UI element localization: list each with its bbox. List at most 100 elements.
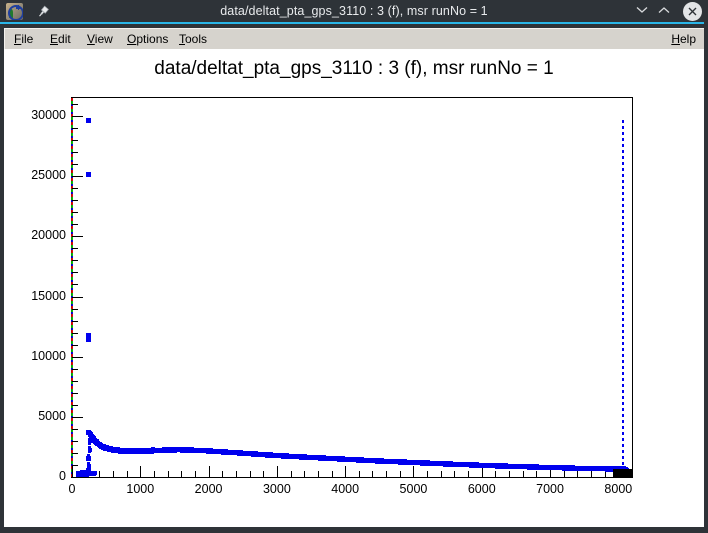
x-minor-tick [181, 471, 183, 477]
menu-item-edit[interactable]: Edit [50, 32, 71, 46]
data-point [87, 448, 91, 453]
x-major-tick [276, 466, 278, 477]
x-major-tick [208, 466, 210, 477]
x-minor-tick [358, 471, 360, 477]
y-tick-label: 15000 [31, 288, 66, 303]
menu-item-help[interactable]: Help [671, 32, 696, 46]
y-tick-label: 25000 [31, 168, 66, 183]
y-major-tick [72, 477, 83, 478]
x-minor-tick [468, 471, 470, 477]
y-minor-tick [72, 200, 78, 202]
x-minor-tick [304, 471, 306, 477]
y-minor-tick [72, 428, 78, 430]
x-minor-tick [331, 471, 333, 477]
x-minor-tick [454, 471, 456, 477]
window-title: data/deltat_pta_gps_3110 : 3 (f), msr ru… [220, 4, 488, 18]
data-points-layer [72, 98, 632, 477]
plot-canvas[interactable]: data/deltat_pta_gps_3110 : 3 (f), msr ru… [4, 49, 704, 527]
y-tick-label: 30000 [31, 108, 66, 123]
y-minor-tick [72, 260, 78, 262]
y-minor-tick [72, 248, 78, 250]
y-minor-tick [72, 152, 78, 154]
pin-icon[interactable] [36, 5, 50, 19]
x-minor-tick [509, 471, 511, 477]
menu-item-tools[interactable]: Tools [179, 32, 208, 46]
y-minor-tick [72, 332, 78, 334]
close-button[interactable] [683, 2, 702, 21]
y-minor-tick [72, 464, 78, 466]
y-minor-tick [72, 368, 78, 370]
x-minor-tick [399, 471, 401, 477]
x-tick-label: 8000 [604, 482, 633, 496]
x-minor-tick [290, 471, 292, 477]
window-edge-left [0, 24, 4, 533]
data-point [86, 462, 90, 467]
y-tick-label: 0 [59, 469, 66, 483]
root-logo-icon [6, 3, 23, 20]
title-bar: data/deltat_pta_gps_3110 : 3 (f), msr ru… [0, 0, 708, 22]
y-minor-tick [72, 404, 78, 406]
x-major-tick [481, 466, 483, 477]
x-major-tick [72, 466, 73, 477]
x-minor-tick [222, 471, 224, 477]
x-minor-tick [604, 471, 606, 477]
menu-item-file[interactable]: File [14, 32, 34, 46]
minimize-button[interactable] [631, 0, 653, 22]
x-major-tick [550, 466, 552, 477]
y-minor-tick [72, 212, 78, 214]
x-minor-tick [194, 471, 196, 477]
end-marker [612, 468, 632, 477]
y-minor-tick [72, 308, 78, 310]
plot-title: data/deltat_pta_gps_3110 : 3 (f), msr ru… [154, 58, 554, 79]
y-minor-tick [72, 320, 78, 322]
y-minor-tick [72, 128, 78, 130]
x-major-tick [345, 466, 347, 477]
y-axis-colored-overlay [71, 98, 73, 477]
y-minor-tick [72, 188, 78, 190]
menu-item-view[interactable]: View [87, 32, 113, 46]
y-major-tick [72, 236, 83, 238]
x-major-tick [140, 466, 142, 477]
data-point [87, 438, 91, 443]
x-minor-tick [427, 471, 429, 477]
x-minor-tick [153, 471, 155, 477]
x-tick-label: 3000 [262, 482, 291, 496]
y-minor-tick [72, 224, 78, 226]
titlebar-accent-line [0, 22, 708, 24]
outlier-point [86, 468, 92, 474]
data-point [86, 464, 90, 469]
outlier-point [85, 117, 91, 123]
x-tick-label: 4000 [331, 482, 360, 496]
maximize-button[interactable] [653, 0, 675, 22]
cursor-line [621, 119, 624, 477]
x-minor-tick [563, 471, 565, 477]
outlier-point [86, 337, 92, 343]
x-minor-tick [263, 471, 265, 477]
y-minor-tick [72, 380, 78, 382]
y-tick-label: 10000 [31, 348, 66, 363]
x-minor-tick [536, 471, 538, 477]
x-minor-tick [112, 471, 114, 477]
x-minor-tick [495, 471, 497, 477]
y-minor-tick [72, 452, 78, 454]
x-tick-label: 6000 [467, 482, 496, 496]
y-major-tick [72, 176, 83, 178]
y-minor-tick [72, 344, 78, 346]
outlier-point [85, 171, 91, 177]
y-minor-tick [72, 140, 78, 142]
y-minor-tick [72, 272, 78, 274]
x-minor-tick [386, 471, 388, 477]
x-tick-label: 1000 [126, 482, 155, 496]
data-point [92, 470, 97, 475]
x-minor-tick [372, 471, 374, 477]
x-tick-label: 5000 [399, 482, 428, 496]
y-major-tick [72, 116, 83, 118]
x-minor-tick [632, 471, 633, 477]
y-minor-tick [72, 164, 78, 166]
menu-bar: File Edit View Options Tools Help [4, 28, 706, 50]
y-tick-label: 20000 [31, 228, 66, 243]
data-point [87, 446, 91, 451]
x-tick-label: 7000 [536, 482, 564, 496]
menu-item-options[interactable]: Options [127, 32, 169, 46]
